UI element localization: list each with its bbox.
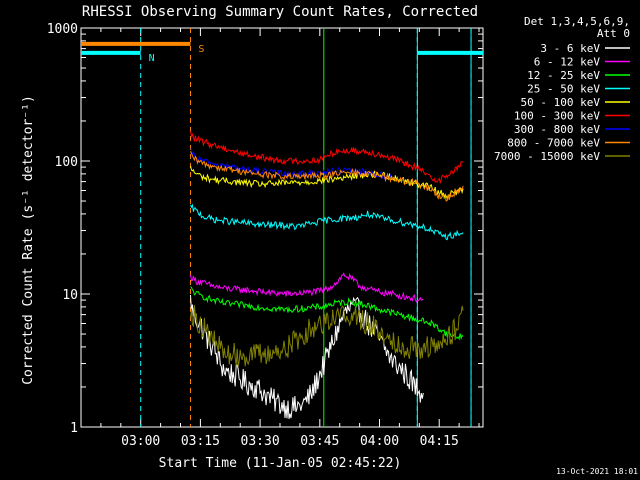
y-tick-label: 1	[70, 421, 78, 436]
y-tick-label: 1000	[47, 22, 78, 37]
legend-entry-label: 50 - 100 keV	[521, 96, 601, 109]
status-bar-label: N	[149, 53, 155, 64]
y-tick-label: 10	[62, 288, 78, 303]
plot-area: 03:00 03:15 03:30 03:45 04:00 04:15 1 10 100 1000…	[47, 22, 484, 449]
plot-frame	[80, 27, 484, 428]
series-line-7	[190, 151, 464, 202]
legend-entry-label: 12 - 25 keV	[527, 69, 600, 82]
y-axis-label: Corrected Count Rate (s⁻¹ detector⁻¹)	[21, 95, 36, 385]
x-axis-label: Start Time (11-Jan-05 02:45:22)	[159, 456, 402, 471]
x-tick-label: 04:00	[360, 434, 399, 449]
legend-header: Att 0	[597, 27, 630, 40]
legend-entry-label: 100 - 300 keV	[514, 110, 600, 123]
series-line-1	[190, 272, 424, 303]
legend-entry-label: 300 - 800 keV	[514, 123, 600, 136]
x-tick-label: 04:15	[420, 434, 459, 449]
series-line-5	[190, 131, 464, 185]
legend-entry-label: 800 - 7000 keV	[507, 137, 600, 150]
legend-entry-label: 25 - 50 keV	[527, 83, 600, 96]
series-line-3	[190, 203, 464, 241]
series-line-0	[190, 294, 424, 419]
chart-title: RHESSI Observing Summary Count Rates, Co…	[82, 4, 478, 20]
y-tick-label: 100	[55, 155, 78, 170]
series-line-2	[190, 286, 464, 341]
timestamp: 13-Oct-2021 18:01	[556, 467, 638, 476]
legend-entry-label: 6 - 12 keV	[534, 56, 601, 69]
x-tick-label: 03:45	[300, 434, 339, 449]
legend-entry-label: 3 - 6 keV	[540, 42, 600, 55]
x-tick-label: 03:00	[121, 434, 160, 449]
series-line-8	[190, 305, 464, 367]
legend-entry-label: 7000 - 15000 keV	[494, 150, 600, 163]
legend-header: Det 1,3,4,5,6,9,	[524, 15, 630, 28]
x-tick-label: 03:30	[241, 434, 280, 449]
status-bar-label: S	[198, 44, 204, 55]
x-tick-label: 03:15	[181, 434, 220, 449]
